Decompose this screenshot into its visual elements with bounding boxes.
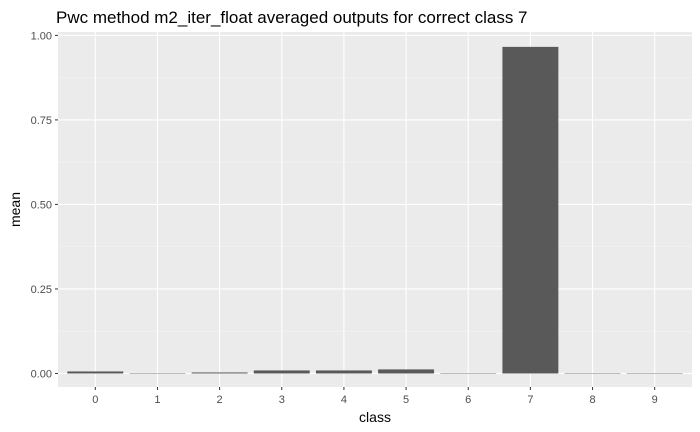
plot-panel	[58, 32, 692, 387]
y-tick-label: 0.50	[31, 199, 52, 211]
bar-class-5	[378, 369, 435, 374]
y-axis-title: mean	[7, 192, 23, 227]
bar-class-3	[253, 370, 310, 374]
y-tick-label: 1.00	[31, 30, 52, 42]
x-tick-label: 5	[403, 394, 409, 406]
y-tick-label: 0.25	[31, 284, 52, 296]
x-tick-label: 4	[341, 394, 347, 406]
x-tick-label: 3	[279, 394, 285, 406]
bar-class-2	[191, 372, 248, 374]
x-tick-label: 8	[589, 394, 595, 406]
x-axis: 0 1 2 3 4 5 6 7 8 9	[92, 387, 658, 406]
y-tick-label: 0.75	[31, 115, 52, 127]
x-tick-label: 1	[154, 394, 160, 406]
y-axis: 0.00 0.25 0.50 0.75 1.00	[31, 30, 58, 380]
bar-class-7	[502, 46, 559, 374]
x-tick-label: 0	[92, 394, 98, 406]
minor-gridlines	[58, 77, 692, 332]
x-tick-label: 7	[527, 394, 533, 406]
bar-class-4	[315, 370, 372, 374]
x-axis-title: class	[359, 409, 391, 425]
bars	[67, 46, 683, 374]
x-tick-label: 6	[465, 394, 471, 406]
y-tick-label: 0.00	[31, 368, 52, 380]
x-tick-label: 9	[652, 394, 658, 406]
bar-class-0	[67, 371, 124, 374]
x-tick-label: 2	[217, 394, 223, 406]
major-gridlines	[58, 32, 692, 387]
chart-title: Pwc method m2_iter_float averaged output…	[56, 8, 528, 27]
